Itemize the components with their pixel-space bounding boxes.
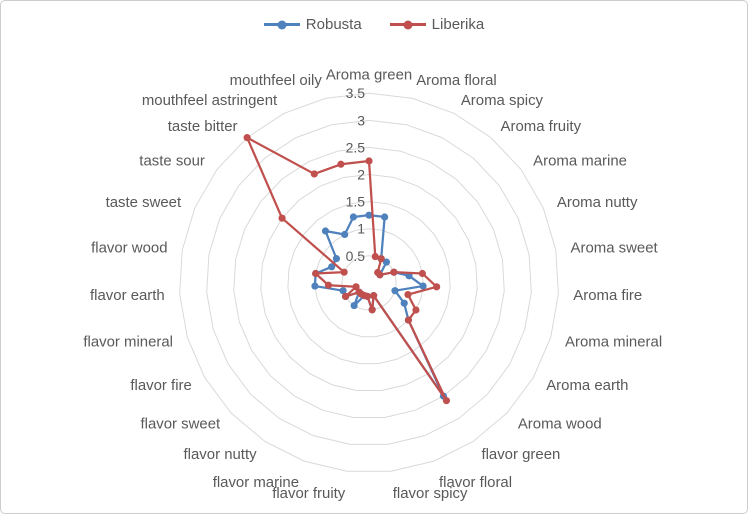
data-point-robusta[interactable] <box>332 255 341 263</box>
data-point-liberika[interactable] <box>371 252 379 261</box>
category-label: flavor fruity <box>272 485 346 502</box>
data-point-liberika[interactable] <box>433 283 441 291</box>
legend-item-robusta[interactable]: Robusta <box>263 16 362 33</box>
data-point-liberika[interactable] <box>337 160 345 168</box>
data-point-liberika[interactable] <box>324 281 333 289</box>
data-point-liberika[interactable] <box>340 268 348 276</box>
data-point-liberika[interactable] <box>352 283 360 291</box>
data-point-robusta[interactable] <box>382 258 391 266</box>
data-point-robusta[interactable] <box>419 282 427 290</box>
category-label: Aroma sweet <box>571 239 659 256</box>
data-point-liberika[interactable] <box>365 157 373 165</box>
legend-item-liberika[interactable]: Liberika <box>389 16 485 33</box>
series-line-liberika[interactable] <box>245 136 448 402</box>
gridline-ring <box>233 146 505 418</box>
category-label: mouthfeel astringent <box>142 92 278 109</box>
category-label: Aroma marine <box>533 153 627 170</box>
data-point-liberika[interactable] <box>355 288 363 296</box>
data-point-liberika[interactable] <box>404 316 413 324</box>
category-label: flavor green <box>481 446 560 463</box>
chart-legend: Robusta Liberika <box>1 16 747 33</box>
data-point-liberika[interactable] <box>418 269 426 278</box>
category-label: Aroma fruity <box>501 118 582 135</box>
data-point-robusta[interactable] <box>381 213 389 221</box>
category-label: taste sweet <box>106 194 182 211</box>
legend-line-icon <box>389 20 426 29</box>
radial-tick-label: 0.5 <box>346 248 366 264</box>
legend-label: Robusta <box>305 16 362 33</box>
gridline-ring <box>206 119 532 445</box>
data-point-liberika[interactable] <box>278 214 286 222</box>
category-label: flavor mineral <box>83 334 173 351</box>
radial-tick-label: 1.5 <box>346 194 366 210</box>
legend-marker-icon <box>403 20 413 29</box>
category-label: Aroma wood <box>518 415 602 432</box>
category-label: Aroma nutty <box>557 194 638 211</box>
category-label: taste sour <box>139 153 205 170</box>
category-label: flavor sweet <box>140 415 221 432</box>
radial-tick-label: 1 <box>357 221 365 237</box>
category-label: mouthfeel oily <box>230 72 323 89</box>
category-label: flavor spicy <box>393 485 468 502</box>
gridline-ring <box>287 201 451 365</box>
data-point-robusta[interactable] <box>350 301 358 310</box>
data-point-robusta[interactable] <box>328 263 336 271</box>
radial-tick-label: 3 <box>357 112 365 128</box>
data-point-liberika[interactable] <box>390 268 398 276</box>
data-point-liberika[interactable] <box>243 134 251 142</box>
data-point-liberika[interactable] <box>312 269 320 278</box>
radial-tick-label: 2.5 <box>346 139 366 155</box>
category-label: flavor wood <box>91 239 167 256</box>
data-point-liberika[interactable] <box>368 306 376 314</box>
category-label: flavor marine <box>213 474 299 491</box>
category-label: Aroma earth <box>546 377 628 394</box>
gridline-ring <box>179 92 559 472</box>
category-label: Aroma mineral <box>565 334 662 351</box>
data-point-liberika[interactable] <box>377 255 385 263</box>
data-point-robusta[interactable] <box>321 227 330 235</box>
legend-line-icon <box>263 20 300 29</box>
gridline-ring <box>260 174 478 392</box>
data-point-robusta[interactable] <box>311 282 319 290</box>
data-point-robusta[interactable] <box>339 287 347 295</box>
gridline-ring <box>314 228 424 338</box>
category-label: Aroma floral <box>416 72 497 89</box>
legend-marker-icon <box>277 20 287 29</box>
data-point-liberika[interactable] <box>376 271 384 279</box>
data-point-liberika[interactable] <box>442 397 451 405</box>
category-label: flavor fire <box>130 377 191 394</box>
legend-label: Liberika <box>431 16 485 33</box>
data-point-liberika[interactable] <box>412 306 420 314</box>
data-point-liberika[interactable] <box>310 170 318 178</box>
data-point-liberika[interactable] <box>370 292 378 300</box>
data-point-robusta[interactable] <box>349 213 357 221</box>
category-label: Aroma fire <box>573 287 642 304</box>
category-label: Aroma green <box>326 66 412 83</box>
category-label: Aroma spicy <box>461 92 544 109</box>
radial-tick-label: 2 <box>357 167 365 183</box>
data-point-robusta[interactable] <box>391 287 399 295</box>
category-label: flavor floral <box>439 474 512 491</box>
category-label: flavor earth <box>90 287 165 304</box>
data-point-liberika[interactable] <box>404 290 412 299</box>
category-label: taste bitter <box>168 118 238 135</box>
data-point-robusta[interactable] <box>341 230 349 239</box>
data-point-robusta[interactable] <box>400 299 408 307</box>
category-label: flavor nutty <box>184 446 258 463</box>
data-point-liberika[interactable] <box>341 292 350 301</box>
radial-tick-label: 3.5 <box>346 85 366 101</box>
data-point-robusta[interactable] <box>365 211 373 219</box>
